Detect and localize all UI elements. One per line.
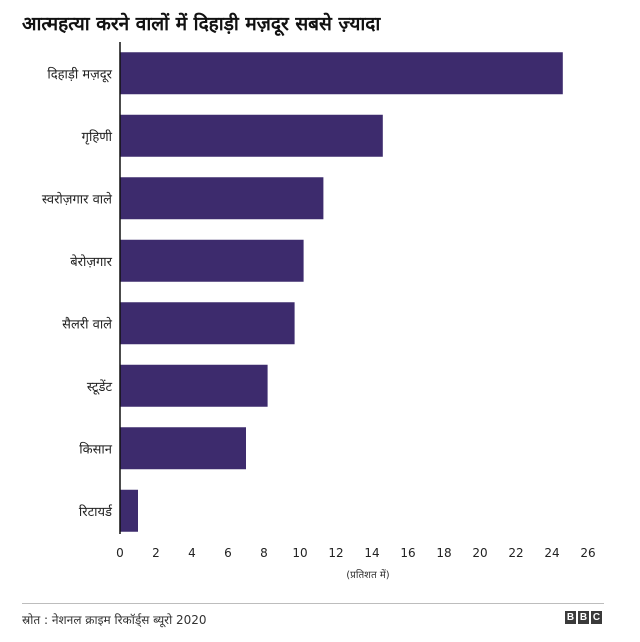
bar [120, 177, 324, 220]
footer-divider [22, 603, 604, 604]
x-tick-label: 20 [472, 546, 487, 560]
bar [120, 364, 268, 407]
x-tick-label: 24 [544, 546, 559, 560]
category-label: स्टूडेंट [87, 379, 113, 395]
x-tick-label: 12 [328, 546, 343, 560]
bar-chart: दिहाड़ी मज़दूर गृहिणी स्वरोज़गार वाले बेरोज… [42, 42, 596, 581]
category-label: गृहिणी [82, 129, 113, 145]
x-tick-label: 6 [224, 546, 232, 560]
category-label: स्वरोज़गार वाले [42, 191, 112, 207]
x-tick-label: 26 [580, 546, 595, 560]
bbc-logo-letter: B [578, 611, 589, 624]
bbc-logo-letter: C [591, 611, 602, 624]
category-label: बेरोज़गार [70, 254, 112, 270]
bar [120, 489, 138, 532]
bar [120, 114, 383, 157]
bbc-logo-letter: B [565, 611, 576, 624]
category-label: किसान [79, 441, 113, 457]
category-label: सैलरी वाले [62, 316, 112, 332]
x-tick-label: 18 [436, 546, 451, 560]
bar [120, 427, 246, 470]
chart-title: आत्महत्या करने वालों में दिहाड़ी मज़दूर … [22, 13, 381, 35]
x-tick-label: 22 [508, 546, 523, 560]
x-tick-label: 10 [292, 546, 307, 560]
source-note: स्रोत : नेशनल क्राइम रिकॉर्ड्स ब्यूरो 20… [22, 613, 207, 627]
bar [120, 52, 563, 95]
category-label: रिटायर्ड [79, 504, 113, 520]
x-axis-label: (प्रतिशत में) [346, 569, 390, 581]
x-tick-label: 8 [260, 546, 268, 560]
bbc-logo: B B C [565, 611, 602, 624]
bar [120, 302, 295, 345]
x-tick-label: 2 [152, 546, 160, 560]
x-tick-label: 4 [188, 546, 196, 560]
x-tick-label: 14 [364, 546, 379, 560]
x-tick-label: 16 [400, 546, 415, 560]
x-tick-label: 0 [116, 546, 124, 560]
bar [120, 239, 304, 282]
category-label: दिहाड़ी मज़दूर [47, 66, 112, 82]
